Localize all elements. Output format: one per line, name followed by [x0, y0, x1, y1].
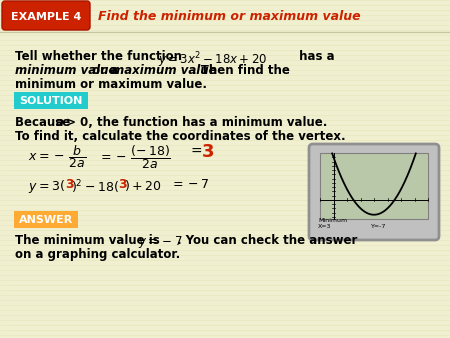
Text: > 0, the function has a minimum value.: > 0, the function has a minimum value. [62, 116, 328, 129]
Text: minimum or maximum value.: minimum or maximum value. [15, 78, 207, 91]
Text: EXAMPLE 4: EXAMPLE 4 [11, 11, 81, 22]
Text: $y = -7$: $y = -7$ [138, 234, 183, 250]
Text: X=3: X=3 [318, 224, 332, 229]
FancyBboxPatch shape [309, 144, 439, 240]
Text: $= -\,\dfrac{(-\,18)}{2a}$: $= -\,\dfrac{(-\,18)}{2a}$ [98, 143, 171, 171]
Text: Y=-7: Y=-7 [371, 224, 387, 229]
Text: has a: has a [295, 50, 335, 63]
Text: or a: or a [88, 64, 122, 77]
Text: 3: 3 [118, 178, 126, 191]
Text: on a graphing calculator.: on a graphing calculator. [15, 248, 180, 261]
Text: Minimum: Minimum [318, 218, 347, 223]
Text: $x = -\,\dfrac{b}{2a}$: $x = -\,\dfrac{b}{2a}$ [28, 143, 86, 170]
Text: maximum value: maximum value [112, 64, 216, 77]
Text: 3: 3 [202, 143, 215, 161]
FancyBboxPatch shape [14, 211, 78, 228]
Text: a: a [56, 116, 64, 129]
FancyBboxPatch shape [2, 1, 90, 30]
Text: $)^2 - 18($: $)^2 - 18($ [71, 178, 119, 196]
Text: minimum value: minimum value [15, 64, 117, 77]
Text: . Then find the: . Then find the [192, 64, 290, 77]
Text: Find the minimum or maximum value: Find the minimum or maximum value [98, 10, 360, 23]
Text: SOLUTION: SOLUTION [19, 96, 83, 106]
Text: $) + 20$: $) + 20$ [124, 178, 161, 193]
Text: To find it, calculate the coordinates of the vertex.: To find it, calculate the coordinates of… [15, 130, 346, 143]
Text: $= -7$: $= -7$ [170, 178, 210, 191]
Text: $y = 3x^2 - 18x + 20$: $y = 3x^2 - 18x + 20$ [158, 50, 267, 70]
Text: $=$: $=$ [188, 143, 203, 157]
Text: . You can check the answer: . You can check the answer [177, 234, 357, 247]
Text: $y = 3($: $y = 3($ [28, 178, 65, 195]
Text: 3: 3 [65, 178, 74, 191]
FancyBboxPatch shape [14, 92, 88, 109]
Text: Tell whether the function: Tell whether the function [15, 50, 186, 63]
FancyBboxPatch shape [320, 153, 428, 219]
Text: Because: Because [15, 116, 74, 129]
Text: The minimum value is: The minimum value is [15, 234, 164, 247]
Text: ANSWER: ANSWER [19, 215, 73, 225]
